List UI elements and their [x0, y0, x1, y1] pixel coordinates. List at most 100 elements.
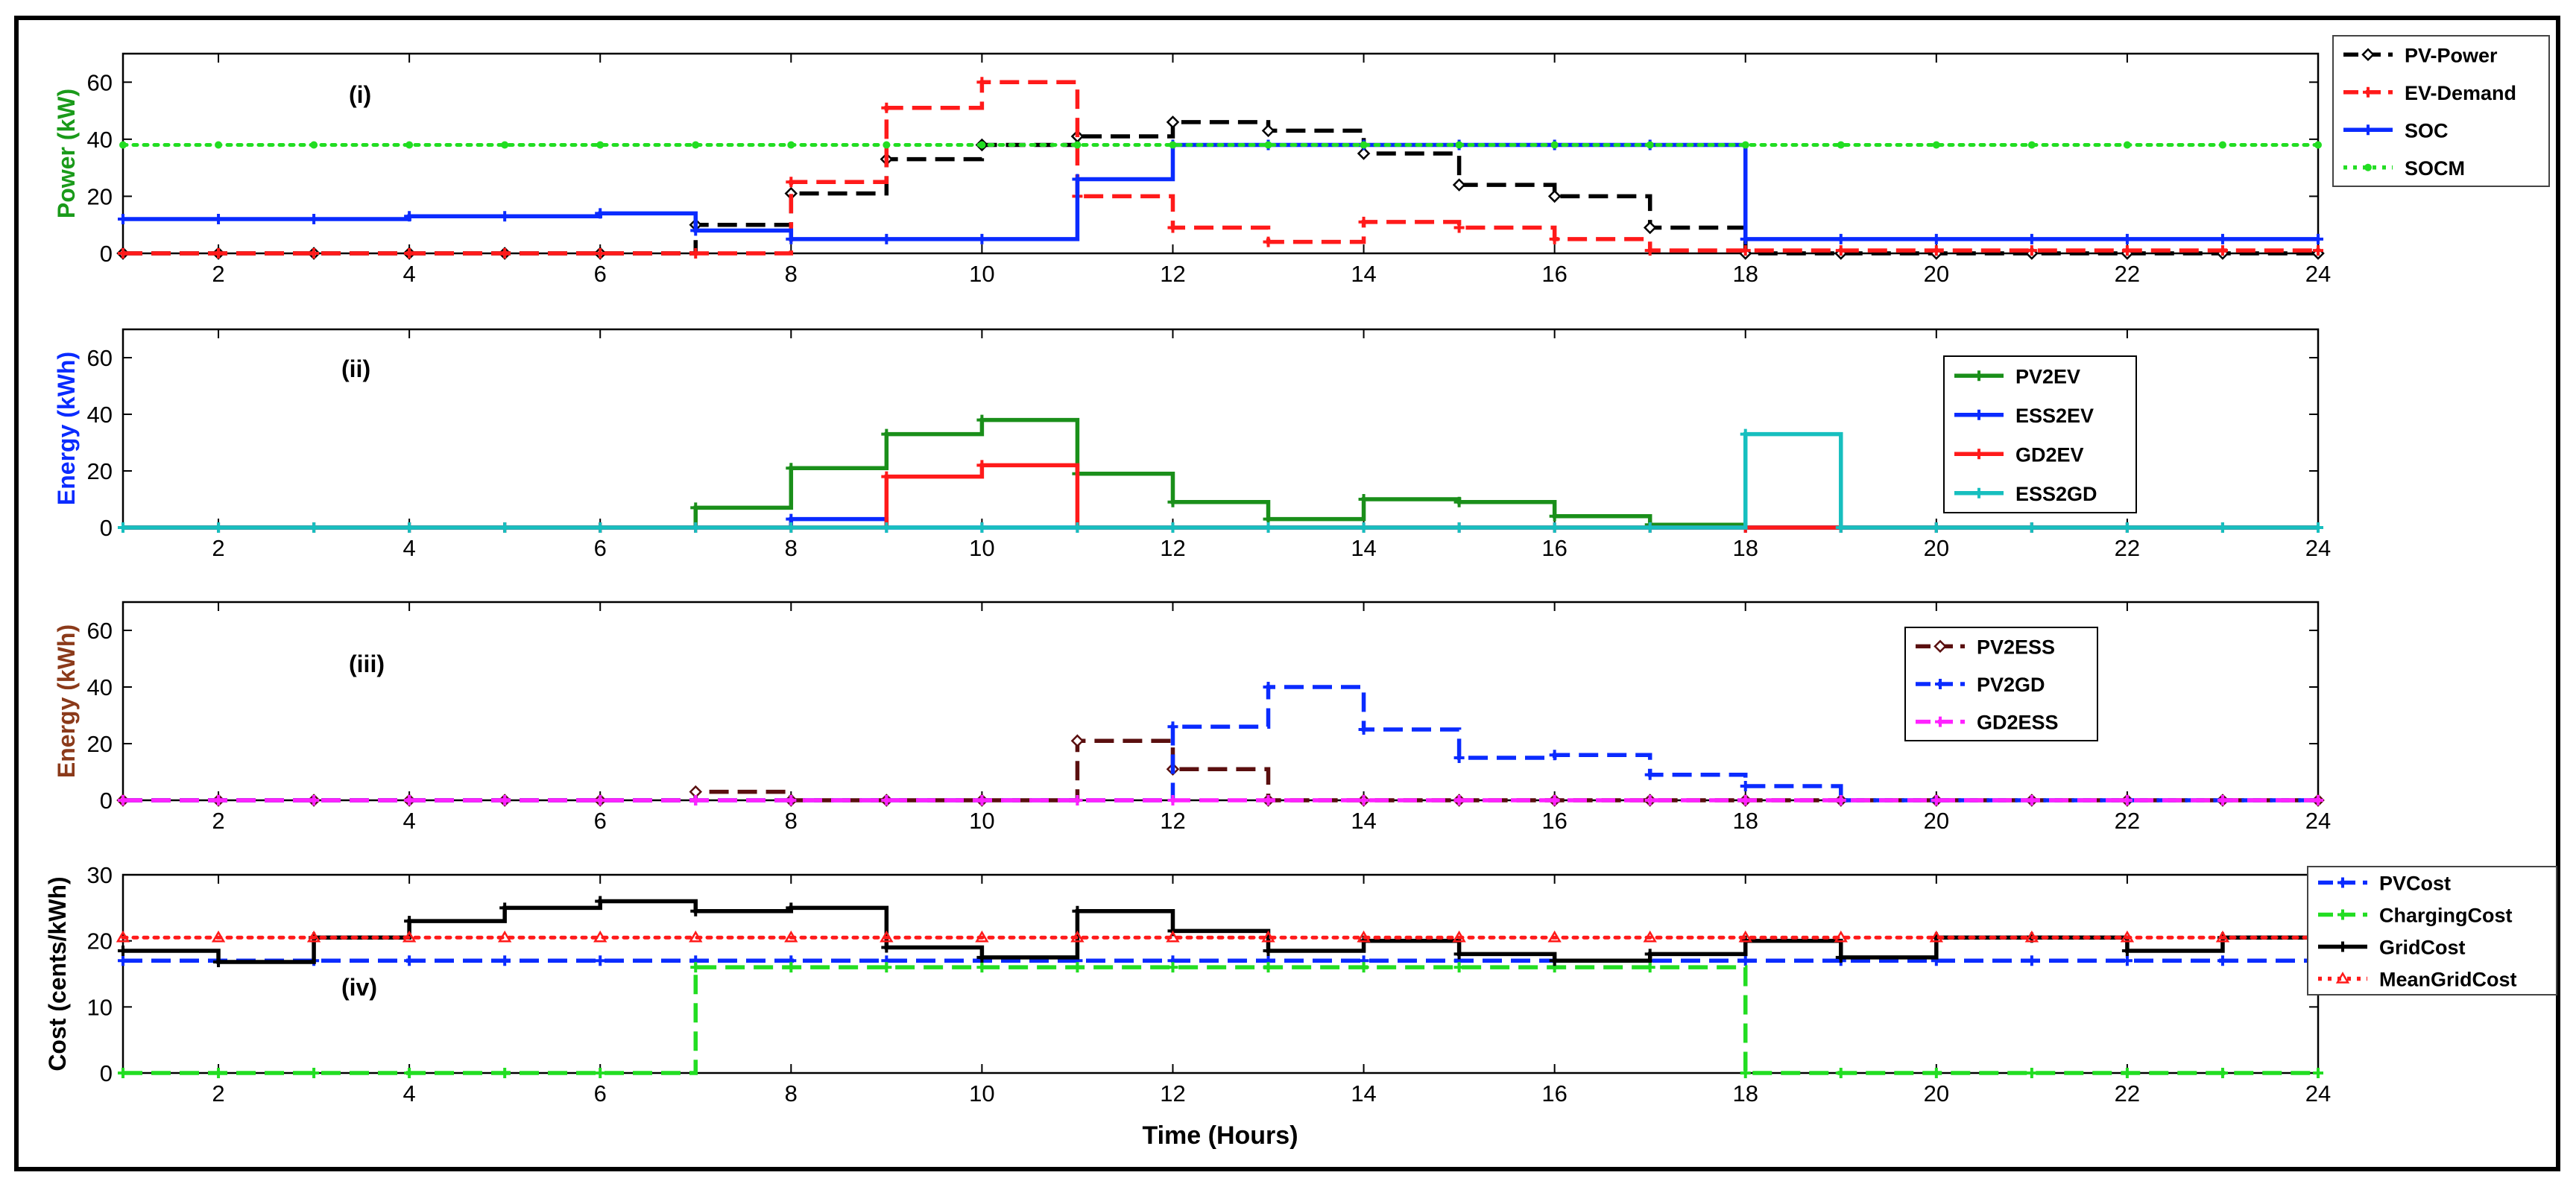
data-point-socm-1	[119, 141, 127, 149]
x-tick-label-22: 22	[2115, 535, 2140, 561]
data-point-ess2gd-9	[881, 522, 892, 533]
data-point-meangridcost-19	[1834, 930, 1848, 943]
x-tick-label-6: 6	[594, 261, 607, 287]
x-tick-label-16: 16	[1541, 535, 1567, 561]
legend-marker-socm	[2364, 163, 2372, 171]
figure-outer-border	[14, 16, 2560, 1171]
data-point-gd2ess-12	[1167, 795, 1178, 805]
data-point-socm-9	[883, 141, 891, 149]
data-point-gridcost-10	[976, 952, 988, 963]
data-point-ev-demand-8	[786, 177, 797, 188]
legend-label-ess2ev: ESS2EV	[2015, 405, 2094, 427]
y-tick-label-0: 0	[100, 241, 113, 267]
x-tick-label-20: 20	[1924, 1080, 1949, 1107]
data-point-meangridcost-15	[1452, 930, 1466, 943]
x-tick-label-12: 12	[1160, 535, 1185, 561]
data-point-socm-2	[215, 141, 223, 149]
data-point-pv2ev-9	[881, 428, 892, 440]
panel-ii-label: (ii)	[341, 355, 370, 382]
data-point-gd2ess-14	[1358, 795, 1369, 805]
panel-4-axes-box	[121, 873, 2320, 1074]
data-point-soc-9	[881, 233, 892, 244]
x-tick-label-14: 14	[1351, 1080, 1376, 1107]
legend-marker-pv2ess	[1933, 639, 1947, 653]
data-point-ev-demand-23	[2217, 245, 2228, 256]
data-point-ev-demand-22	[2121, 245, 2133, 256]
data-point-gridcost-8	[786, 902, 797, 914]
data-point-ess2gd-22	[2121, 522, 2133, 533]
data-point-socm-18	[1741, 141, 1749, 149]
data-point-socm-10	[978, 141, 986, 149]
data-point-soc-23	[2217, 233, 2228, 244]
legend-label-ev-demand: EV-Demand	[2405, 82, 2516, 104]
data-point-chargingcost-1	[118, 1068, 128, 1078]
data-point-ess2gd-6	[595, 522, 606, 533]
x-tick-label-6: 6	[594, 535, 607, 561]
data-point-chargingcost-23	[2217, 1068, 2228, 1078]
data-point-socm-21	[2027, 141, 2036, 149]
data-point-gd2ess-4	[404, 795, 415, 805]
panel-i-legend: PV-Power EV-Demand SOC SOCM	[2332, 35, 2550, 187]
data-point-pv2gd-18	[1740, 781, 1751, 791]
legend-label-pv2gd: PV2GD	[1977, 674, 2045, 696]
data-point-ess2gd-5	[499, 522, 511, 533]
legend-label-pv2ess: PV2ESS	[1977, 636, 2055, 658]
data-point-ess2gd-4	[404, 522, 415, 533]
data-point-ev-demand-6	[595, 248, 606, 259]
data-point-socm-7	[692, 141, 700, 149]
data-point-meangridcost-3	[306, 930, 321, 943]
panel-ii-legend: PV2EV ESS2EV GD2EV ESS2GD	[1943, 355, 2137, 513]
data-point-meangridcost-18	[1738, 930, 1752, 943]
data-point-pvcost-21	[2026, 955, 2037, 966]
data-point-gd2ess-6	[595, 795, 606, 805]
data-point-pvcost-6	[595, 955, 606, 966]
data-point-socm-12	[1169, 141, 1177, 149]
data-point-pv-power-15	[1452, 178, 1466, 191]
panel-2-legend-box	[1943, 355, 2137, 513]
y-tick-label-0: 0	[100, 515, 113, 541]
data-point-ev-demand-13	[1263, 236, 1274, 247]
data-point-meangridcost-4	[402, 930, 417, 943]
data-point-soc-21	[2026, 233, 2037, 244]
data-point-ess2gd-15	[1453, 522, 1465, 533]
x-tick-label-8: 8	[785, 1080, 798, 1107]
x-tick-label-16: 16	[1541, 1080, 1567, 1107]
data-point-gridcost-5	[499, 902, 511, 914]
series-line-pv2ess	[123, 738, 2318, 803]
x-tick-label-10: 10	[969, 535, 994, 561]
data-point-gridcost-13	[1263, 945, 1274, 956]
data-point-socm-16	[1550, 141, 1559, 149]
data-point-gd2ess-2	[213, 795, 224, 805]
data-point-ev-demand-24	[2313, 245, 2323, 256]
data-point-pv2ev-12	[1167, 496, 1178, 507]
data-point-socm-11	[1073, 141, 1082, 149]
legend-label-socm: SOCM	[2405, 157, 2465, 180]
data-point-pv2ev-7	[690, 502, 701, 513]
x-tick-label-6: 6	[594, 808, 607, 834]
x-tick-label-22: 22	[2115, 808, 2140, 834]
x-tick-label-4: 4	[403, 1080, 416, 1107]
y-tick-label-40: 40	[87, 402, 113, 428]
data-point-chargingcost-9	[881, 962, 892, 973]
data-point-pv-power-13	[1261, 124, 1275, 138]
data-point-socm-19	[1837, 141, 1845, 149]
data-point-meangridcost-12	[1166, 930, 1180, 943]
data-point-soc-7	[690, 225, 701, 236]
data-point-gd2ess-19	[1835, 795, 1846, 805]
legend-label-meangridcost: MeanGridCost	[2379, 969, 2517, 991]
legend-label-pvcost: PVCost	[2379, 873, 2451, 895]
data-point-ev-demand-21	[2026, 245, 2037, 256]
data-point-soc-1	[118, 214, 128, 225]
data-point-gd2ess-24	[2313, 795, 2323, 805]
data-point-soc-5	[499, 211, 511, 222]
x-tick-label-10: 10	[969, 1080, 994, 1107]
data-point-socm-24	[2314, 141, 2322, 149]
data-point-meangridcost-10	[975, 930, 989, 943]
data-point-soc-10	[976, 233, 988, 244]
x-tick-label-10: 10	[969, 808, 994, 834]
data-point-chargingcost-12	[1167, 962, 1178, 973]
x-tick-label-22: 22	[2115, 261, 2140, 287]
y-tick-label-0: 0	[100, 1060, 113, 1086]
